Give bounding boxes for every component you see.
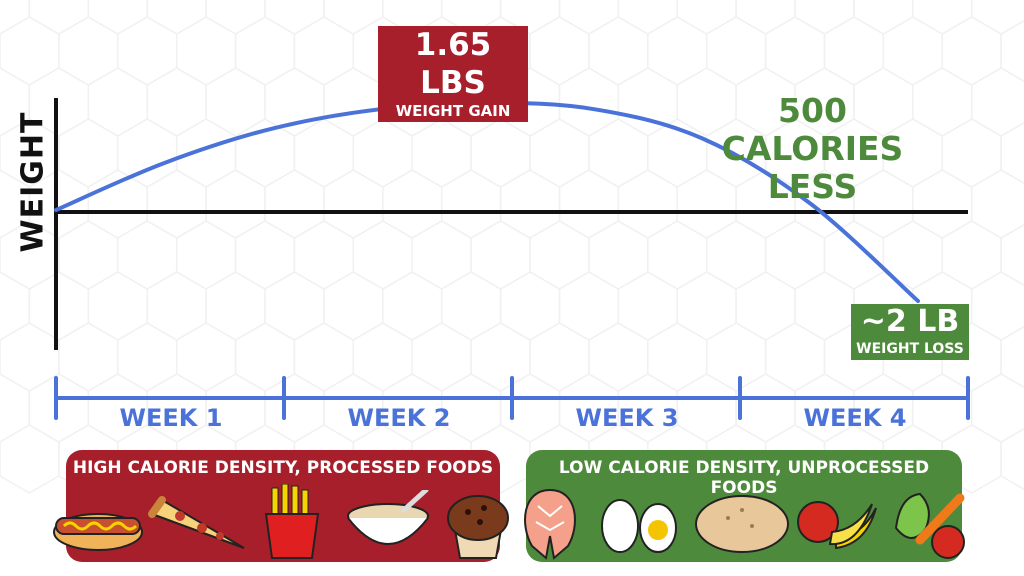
- eggs-icon: [601, 499, 677, 553]
- pizza-slice-icon: [148, 496, 245, 549]
- week-3-label: WEEK 3: [575, 404, 679, 432]
- week-1-label: WEEK 1: [119, 404, 223, 432]
- y-axis-label: WEIGHT: [15, 111, 51, 253]
- week-4-label: WEEK 4: [803, 404, 907, 432]
- calorie-deficit-annotation: 500 CALORIES LESS: [690, 92, 935, 206]
- calorie-deficit-line2: LESS: [767, 167, 858, 206]
- week-2-label: WEEK 2: [347, 404, 451, 432]
- oatmeal-bowl-icon: [347, 490, 429, 545]
- weight-loss-value: ~2 LB: [860, 304, 960, 339]
- processed-foods-title: HIGH CALORIE DENSITY, PROCESSED FOODS: [72, 458, 494, 478]
- fruit-icon: [797, 501, 877, 550]
- muffin-icon: [447, 495, 509, 559]
- unprocessed-foods-panel: LOW CALORIE DENSITY, UNPROCESSED FOODS: [524, 450, 965, 562]
- weight-gain-value: 1.65 LBS: [414, 27, 492, 101]
- weight-loss-caption: WEIGHT LOSS: [856, 341, 964, 357]
- calorie-deficit-line1: 500 CALORIES: [721, 91, 904, 168]
- weight-gain-label: 1.65 LBS WEIGHT GAIN: [378, 26, 528, 122]
- fries-icon: [264, 484, 320, 559]
- hexagon: [1000, 427, 1024, 491]
- weight-loss-label: ~2 LB WEIGHT LOSS: [851, 304, 969, 360]
- weight-gain-caption: WEIGHT GAIN: [395, 102, 511, 120]
- salmon-steak-icon: [524, 488, 576, 560]
- unprocessed-foods-title: LOW CALORIE DENSITY, UNPROCESSED FOODS: [558, 458, 930, 498]
- hotdog-icon: [53, 513, 143, 551]
- processed-foods-panel: HIGH CALORIE DENSITY, PROCESSED FOODS: [53, 450, 509, 562]
- vegetables-icon: [894, 492, 965, 559]
- potato-icon: [695, 495, 789, 553]
